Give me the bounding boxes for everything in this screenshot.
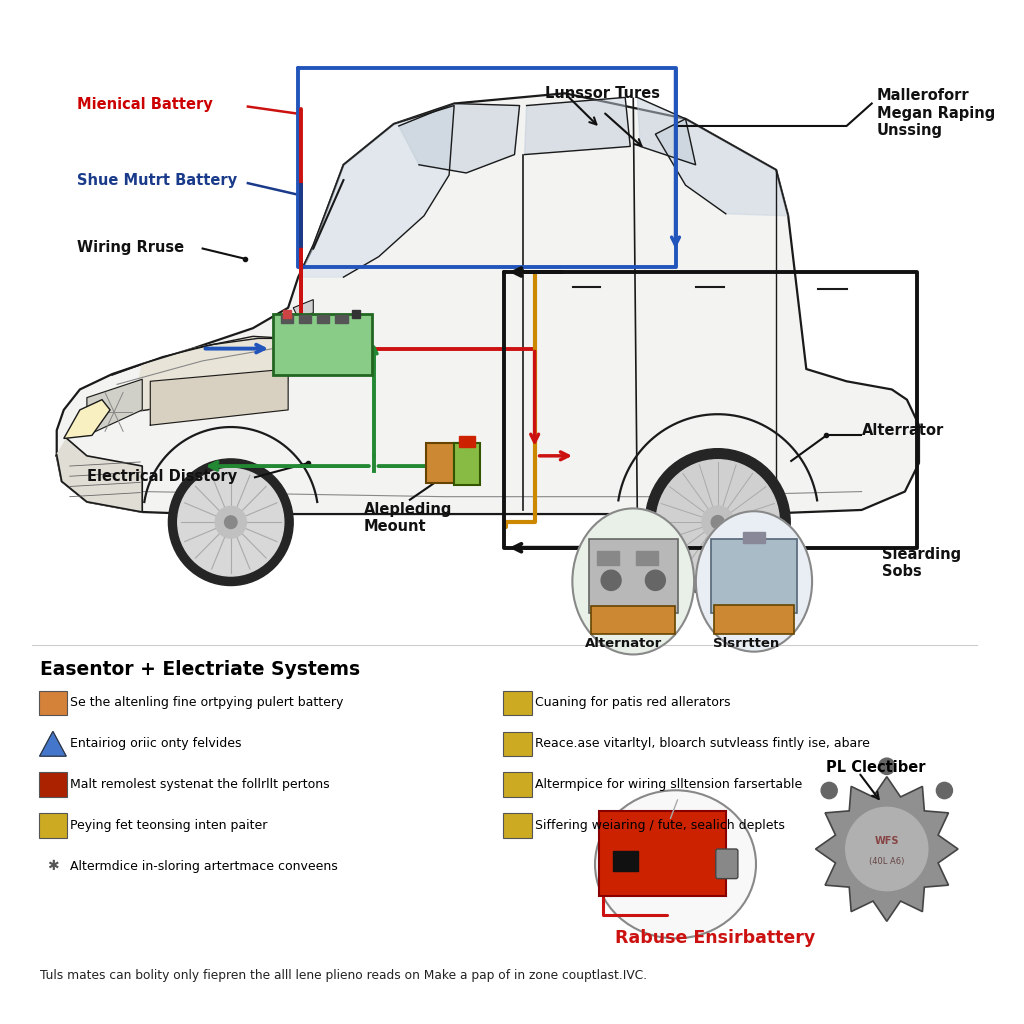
Circle shape bbox=[936, 782, 952, 799]
Circle shape bbox=[879, 758, 895, 774]
Circle shape bbox=[712, 516, 724, 528]
Circle shape bbox=[645, 570, 666, 591]
Circle shape bbox=[645, 449, 791, 596]
Circle shape bbox=[656, 460, 779, 585]
Text: Shue Mutrt Battery: Shue Mutrt Battery bbox=[77, 173, 237, 188]
FancyBboxPatch shape bbox=[715, 605, 794, 634]
Polygon shape bbox=[298, 105, 455, 278]
Text: Se the altenling fine ortpying pulert battery: Se the altenling fine ortpying pulert ba… bbox=[70, 696, 343, 710]
Circle shape bbox=[846, 807, 928, 891]
FancyBboxPatch shape bbox=[716, 849, 738, 879]
Text: Malt remolest systenat the follrllt pertons: Malt remolest systenat the follrllt pert… bbox=[70, 778, 330, 792]
Text: Wiring Rruse: Wiring Rruse bbox=[77, 240, 184, 255]
Polygon shape bbox=[63, 399, 110, 438]
FancyBboxPatch shape bbox=[711, 539, 797, 612]
Bar bbox=[317, 315, 330, 324]
Text: Alterrator: Alterrator bbox=[861, 423, 944, 438]
Text: Slsrrtten: Slsrrtten bbox=[713, 637, 779, 649]
Text: Altermdice in-sloring artertmace conveens: Altermdice in-sloring artertmace conveen… bbox=[70, 860, 338, 872]
Polygon shape bbox=[815, 776, 958, 922]
Polygon shape bbox=[637, 97, 695, 165]
Polygon shape bbox=[56, 93, 919, 514]
Bar bbox=[613, 851, 638, 871]
Circle shape bbox=[701, 506, 734, 539]
FancyBboxPatch shape bbox=[504, 731, 532, 756]
Bar bbox=[459, 436, 475, 446]
FancyBboxPatch shape bbox=[39, 772, 68, 797]
Bar bbox=[743, 532, 765, 544]
Polygon shape bbox=[655, 119, 788, 216]
Bar bbox=[351, 310, 359, 318]
Text: Reace.ase vitarltyl, bloarch sutvleass fintly ise, abare: Reace.ase vitarltyl, bloarch sutvleass f… bbox=[535, 737, 869, 751]
Text: Alternator: Alternator bbox=[585, 637, 662, 649]
Bar bbox=[282, 315, 293, 324]
Bar bbox=[299, 315, 311, 324]
FancyBboxPatch shape bbox=[273, 314, 372, 375]
Polygon shape bbox=[293, 300, 313, 318]
Text: Slearding
Sobs: Slearding Sobs bbox=[882, 547, 961, 580]
Text: Easentor + Electriate Systems: Easentor + Electriate Systems bbox=[40, 660, 359, 679]
Polygon shape bbox=[132, 336, 288, 412]
FancyBboxPatch shape bbox=[592, 594, 675, 611]
Polygon shape bbox=[40, 731, 67, 756]
Text: Altermpice for wiring slltension farsertable: Altermpice for wiring slltension farsert… bbox=[535, 778, 802, 792]
Text: Siffering weiaring / fute, sealich deplets: Siffering weiaring / fute, sealich deple… bbox=[535, 819, 784, 833]
Text: Peying fet teonsing inten paiter: Peying fet teonsing inten paiter bbox=[70, 819, 267, 833]
Ellipse shape bbox=[572, 509, 694, 654]
Polygon shape bbox=[398, 103, 519, 173]
FancyBboxPatch shape bbox=[504, 772, 532, 797]
Text: Alepleding
Meount: Alepleding Meount bbox=[364, 502, 452, 535]
Polygon shape bbox=[524, 97, 630, 155]
Ellipse shape bbox=[595, 791, 756, 938]
Text: WFS: WFS bbox=[874, 836, 899, 846]
Bar bbox=[597, 551, 620, 564]
Text: Malleroforr
Megan Raping
Unssing: Malleroforr Megan Raping Unssing bbox=[877, 88, 995, 138]
Polygon shape bbox=[151, 369, 288, 425]
Circle shape bbox=[224, 516, 237, 528]
Text: Rabuse Ensirbattery: Rabuse Ensirbattery bbox=[615, 929, 815, 946]
Polygon shape bbox=[56, 438, 142, 512]
FancyBboxPatch shape bbox=[504, 813, 532, 838]
Polygon shape bbox=[87, 379, 142, 435]
FancyBboxPatch shape bbox=[426, 442, 458, 483]
Text: ✱: ✱ bbox=[47, 859, 58, 873]
Bar bbox=[636, 551, 658, 564]
Bar bbox=[336, 315, 347, 324]
Text: Cuaning for patis red allerators: Cuaning for patis red allerators bbox=[535, 696, 730, 710]
FancyBboxPatch shape bbox=[592, 606, 675, 634]
Text: (40L A6): (40L A6) bbox=[869, 857, 904, 865]
FancyBboxPatch shape bbox=[39, 691, 68, 715]
Circle shape bbox=[215, 507, 247, 538]
FancyBboxPatch shape bbox=[589, 539, 678, 612]
Bar bbox=[283, 310, 291, 318]
Text: Electrical Disstory: Electrical Disstory bbox=[87, 469, 237, 484]
FancyBboxPatch shape bbox=[455, 442, 480, 485]
Circle shape bbox=[168, 459, 293, 586]
Text: Entairiog oriic onty felvides: Entairiog oriic onty felvides bbox=[70, 737, 242, 751]
FancyBboxPatch shape bbox=[599, 811, 726, 896]
Circle shape bbox=[601, 570, 622, 591]
Circle shape bbox=[178, 468, 284, 577]
Text: Tuls mates can bolity only fiepren the alll lene plieno reads on Make a pap of i: Tuls mates can bolity only fiepren the a… bbox=[40, 969, 647, 982]
FancyBboxPatch shape bbox=[504, 691, 532, 715]
Text: PL Clectiber: PL Clectiber bbox=[826, 761, 926, 775]
Ellipse shape bbox=[696, 511, 812, 651]
Circle shape bbox=[821, 782, 838, 799]
Text: Mienical Battery: Mienical Battery bbox=[77, 96, 213, 112]
FancyBboxPatch shape bbox=[39, 813, 68, 838]
Text: Lunssor Tures: Lunssor Tures bbox=[545, 86, 659, 101]
